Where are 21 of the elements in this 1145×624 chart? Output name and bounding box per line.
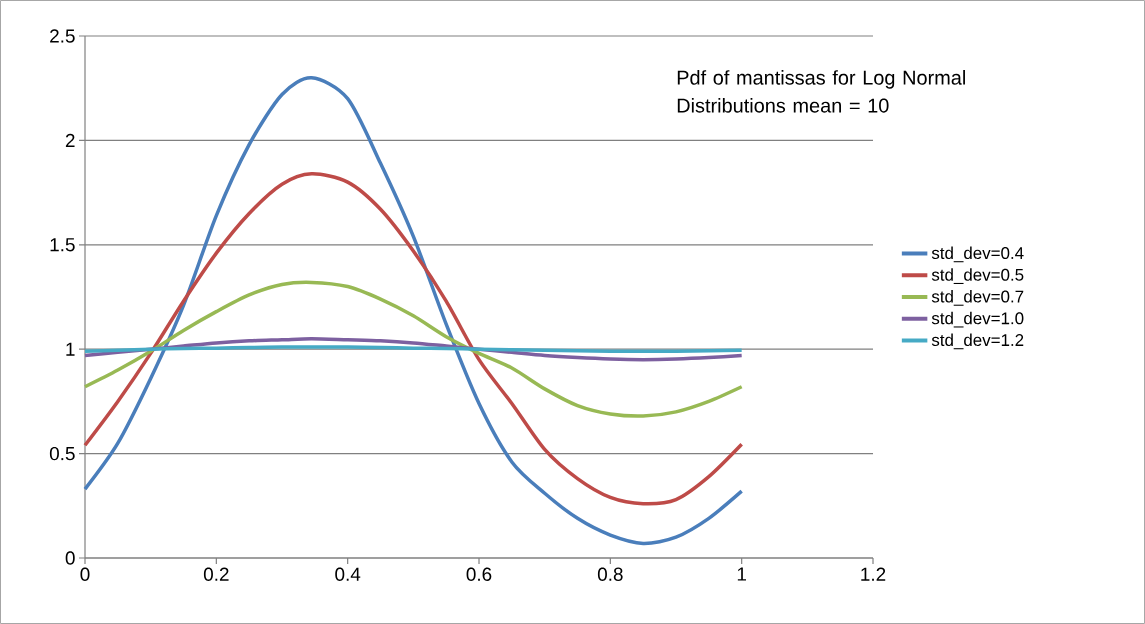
legend-label: std_dev=0.5: [931, 268, 1024, 284]
legend-label: std_dev=1.2: [931, 333, 1024, 350]
annotation: Pdf of mantissas for Log Normal Distributions mean = 10: [677, 70, 965, 113]
line-series: [83, 172, 744, 506]
legend-label: std_dev=1.0: [931, 311, 1024, 328]
line-series: [83, 280, 744, 418]
legend-label: std_dev=0.4: [931, 246, 1024, 263]
x-tick-label: 1: [737, 567, 746, 581]
y-tick-label: 0: [65, 551, 75, 565]
x-tick-label: 0.4: [335, 567, 361, 581]
y-tick-label: 1: [66, 342, 75, 356]
legend-label: std_dev=0.7: [931, 290, 1024, 306]
y-tick-label: 0.5: [49, 446, 75, 461]
x-tick-label: 0: [80, 567, 90, 581]
x-tick-label: 0.8: [597, 567, 623, 581]
x-tick-label: 0.2: [203, 567, 229, 581]
y-tick-label: 2.5: [50, 29, 75, 43]
x-tick-label: 1.2: [861, 567, 886, 581]
x-tick-label: 0.6: [466, 567, 492, 581]
y-tick-label: 1.5: [50, 238, 75, 252]
y-tick-label: 2: [65, 133, 75, 147]
